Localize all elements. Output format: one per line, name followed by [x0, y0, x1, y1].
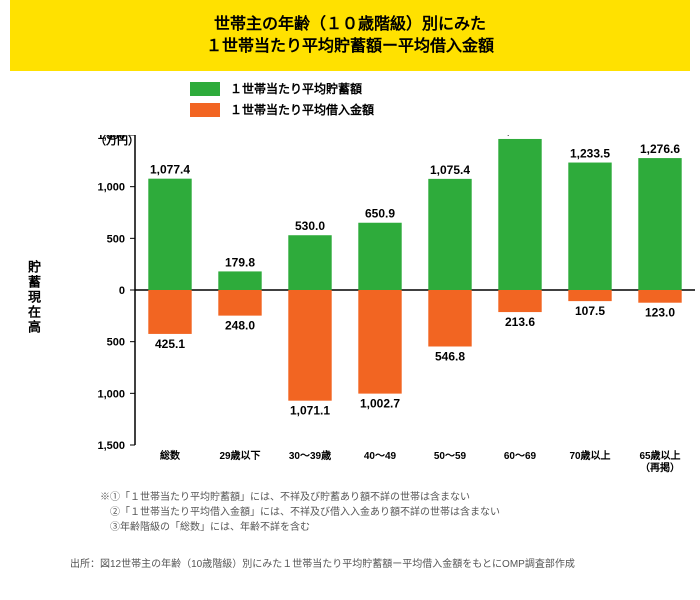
value-label-debt: 107.5	[575, 304, 605, 318]
category-label: 50～59	[434, 451, 467, 462]
category-label: 70歳以上	[569, 449, 610, 462]
category-label: 40～49	[364, 451, 397, 462]
svg-text:500: 500	[107, 337, 125, 349]
value-label-savings: 1,077.4	[150, 163, 190, 177]
value-label-savings: 1,075.4	[430, 163, 470, 177]
bar-debt	[498, 290, 541, 312]
bar-debt	[568, 290, 611, 301]
svg-text:1,000: 1,000	[97, 388, 125, 400]
category-label: 60～69	[504, 451, 537, 462]
value-label-debt: 425.1	[155, 337, 185, 351]
title-line-2: １世帯当たり平均貯蓄額ー平均借入金額	[10, 36, 690, 58]
category-label: 30～39歳	[289, 449, 331, 462]
y-axis-label: 貯蓄現在高	[24, 260, 43, 335]
bar-debt	[218, 290, 261, 316]
legend: １世帯当たり平均貯蓄額 １世帯当たり平均借入金額	[190, 80, 374, 122]
bar-savings	[428, 179, 471, 290]
bar-savings	[288, 235, 331, 290]
bar-debt	[638, 290, 681, 303]
value-label-savings: 1,276.6	[640, 142, 680, 156]
value-label-debt: 1,002.7	[360, 397, 400, 411]
legend-item-savings: １世帯当たり平均貯蓄額	[190, 80, 374, 97]
category-label: 29歳以下	[219, 449, 260, 462]
value-label-savings: 650.9	[365, 207, 395, 221]
svg-text:1,000: 1,000	[97, 182, 125, 194]
value-label-savings: 179.8	[225, 255, 255, 269]
legend-label-savings: １世帯当たり平均貯蓄額	[230, 80, 362, 97]
bar-savings	[568, 163, 611, 290]
value-label-debt: 546.8	[435, 350, 465, 364]
category-label: （再掲）	[640, 461, 680, 474]
value-label-savings: 530.0	[295, 219, 325, 233]
bar-savings	[358, 223, 401, 290]
bar-savings	[498, 139, 541, 290]
value-label-debt: 123.0	[645, 306, 675, 320]
footnotes: ※①「１世帯当たり平均貯蓄額」には、不祥及び貯蓄あり額不詳の世帯は含まない ②「…	[100, 490, 500, 535]
svg-text:1,500: 1,500	[97, 440, 125, 452]
footnote-1: ※①「１世帯当たり平均貯蓄額」には、不祥及び貯蓄あり額不詳の世帯は含まない	[100, 490, 500, 505]
bar-debt	[358, 290, 401, 394]
value-label-savings: 1,461.7	[500, 135, 540, 137]
title-banner: 世帯主の年齢（１０歳階級）別にみた １世帯当たり平均貯蓄額ー平均借入金額	[10, 0, 690, 71]
svg-text:500: 500	[107, 233, 125, 245]
value-label-debt: 248.0	[225, 319, 255, 333]
bar-debt	[428, 290, 471, 347]
source-text: 出所：図12世帯主の年齢（10歳階級）別にみた１世帯当たり平均貯蓄額ー平均借入金…	[70, 555, 575, 570]
value-label-debt: 1,071.1	[290, 404, 330, 418]
value-label-savings: 1,233.5	[570, 147, 610, 161]
legend-swatch-savings	[190, 82, 220, 96]
category-label: 65歳以上	[639, 449, 680, 462]
value-label-debt: 213.6	[505, 315, 535, 329]
diverging-bar-chart: 1,500 1,000 500 0 500 1,000 1,500 1,077.4 425.1 総…	[45, 135, 700, 490]
legend-swatch-debt	[190, 103, 220, 117]
legend-label-debt: １世帯当たり平均借入金額	[230, 101, 374, 118]
bar-savings	[218, 271, 261, 290]
svg-text:0: 0	[119, 285, 125, 297]
svg-text:1,500: 1,500	[97, 135, 125, 142]
footnote-3: ③年齢階級の「総数」には、年齢不詳を含む	[100, 520, 500, 535]
title-line-1: 世帯主の年齢（１０歳階級）別にみた	[10, 14, 690, 36]
footnote-2: ②「１世帯当たり平均借入金額」には、不祥及び借入入金あり額不詳の世帯は含まない	[100, 505, 500, 520]
bar-debt	[148, 290, 191, 334]
bar-savings	[638, 158, 681, 290]
bar-debt	[288, 290, 331, 401]
category-label: 総数	[160, 449, 181, 462]
legend-item-debt: １世帯当たり平均借入金額	[190, 101, 374, 118]
bar-savings	[148, 179, 191, 290]
